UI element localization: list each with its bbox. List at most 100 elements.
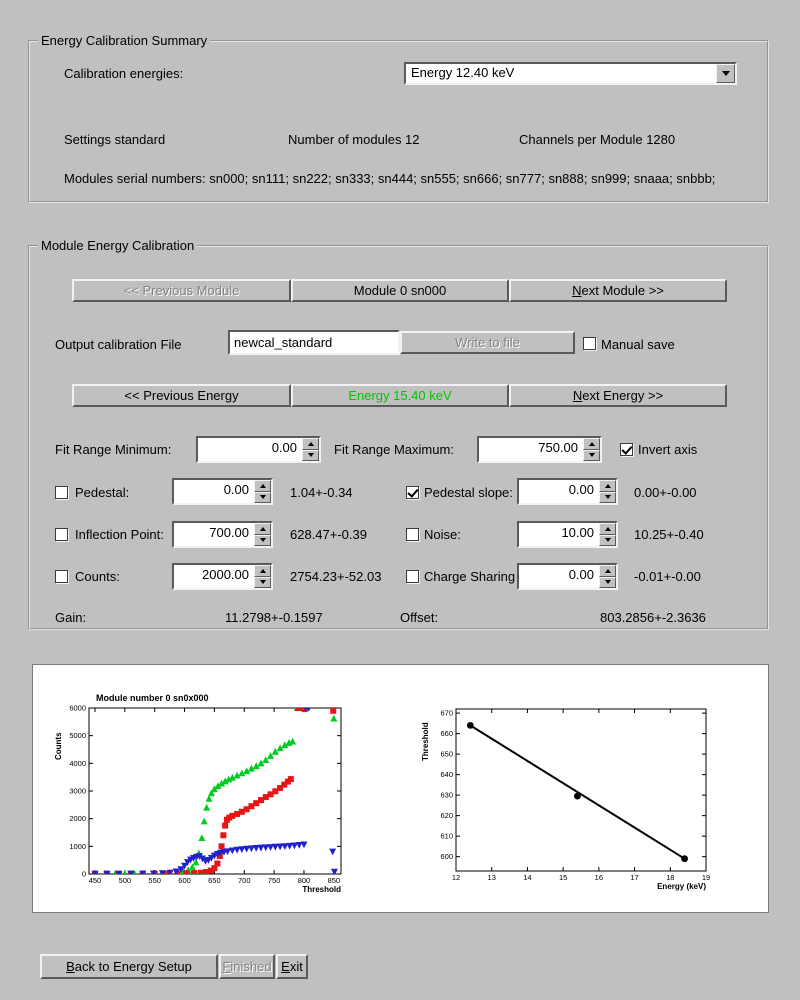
calibration-line-chart: 12 13 14 15 16 17 18 19 600 610 620 630 640 650 660 670… (421, 708, 710, 891)
previous-energy-button[interactable]: << Previous Energy (72, 384, 291, 407)
spin-down-button[interactable] (302, 449, 319, 461)
pedestal-slope-label: Pedestal slope: (424, 485, 513, 500)
svg-text:550: 550 (148, 876, 161, 885)
noise-value[interactable]: 10.00 (561, 525, 594, 540)
triangle-down-icon (307, 453, 314, 458)
svg-text:16: 16 (595, 873, 603, 882)
channels-per-module-label: Channels per Module 1280 (519, 132, 676, 147)
svg-text:800: 800 (298, 876, 311, 885)
spin-down-button[interactable] (583, 449, 600, 461)
spin-up-button[interactable] (254, 523, 271, 535)
manual-save-checkbox[interactable] (583, 337, 596, 350)
fit-range-max-label: Fit Range Maximum: (334, 442, 454, 457)
calibration-energies-label: Calibration energies: (64, 66, 184, 81)
write-to-file-button[interactable]: Write to file (400, 331, 575, 354)
svg-text:640: 640 (440, 770, 453, 779)
invert-axis-checkbox[interactable] (620, 443, 633, 456)
triangle-down-icon (604, 495, 611, 500)
spin-down-button[interactable] (599, 576, 616, 588)
module-energy-calibration-title: Module Energy Calibration (41, 238, 195, 253)
svg-text:500: 500 (119, 876, 132, 885)
svg-text:Threshold: Threshold (421, 722, 430, 761)
pedestal-spinbox[interactable]: 0.00 (172, 478, 273, 505)
pedestal-result: 1.04+-0.34 (290, 485, 353, 500)
triangle-down-icon (588, 453, 595, 458)
output-calibration-file-label: Output calibration File (55, 337, 182, 352)
charge-sharing-spinbox[interactable]: 0.00 (517, 563, 618, 590)
noise-checkbox[interactable] (406, 528, 419, 541)
fit-range-max-value[interactable]: 750.00 (538, 440, 578, 455)
svg-text:650: 650 (208, 876, 221, 885)
inflection-point-checkbox[interactable] (55, 528, 68, 541)
counts-result: 2754.23+-52.03 (290, 569, 382, 584)
svg-text:14: 14 (523, 873, 531, 882)
spin-down-button[interactable] (599, 491, 616, 503)
pedestal-slope-spinbox[interactable]: 0.00 (517, 478, 618, 505)
charge-sharing-value[interactable]: 0.00 (568, 567, 594, 582)
counts-spinbox[interactable]: 2000.00 (172, 563, 273, 590)
spin-down-button[interactable] (254, 491, 271, 503)
calibration-energies-dropdown[interactable]: Energy 12.40 keV (404, 62, 737, 85)
pedestal-slope-result: 0.00+-0.00 (634, 485, 697, 500)
previous-module-button[interactable]: << Previous Module (72, 279, 291, 302)
spin-down-button[interactable] (254, 534, 271, 546)
counts-checkbox[interactable] (55, 570, 68, 583)
energy-calibration-summary-title: Energy Calibration Summary (41, 33, 208, 48)
pedestal-value[interactable]: 0.00 (223, 482, 249, 497)
fit-range-min-label: Fit Range Minimum: (55, 442, 172, 457)
settings-label: Settings standard (64, 132, 166, 147)
fit-range-min-value[interactable]: 0.00 (271, 440, 297, 455)
current-module-button[interactable]: Module 0 sn000 (291, 279, 509, 302)
pedestal-checkbox[interactable] (55, 486, 68, 499)
counts-label: Counts: (75, 569, 120, 584)
inflection-point-spinbox[interactable]: 700.00 (172, 521, 273, 548)
svg-text:1000: 1000 (69, 842, 86, 851)
output-calibration-file-input[interactable] (228, 330, 400, 355)
svg-text:17: 17 (630, 873, 638, 882)
noise-spinbox[interactable]: 10.00 (517, 521, 618, 548)
svg-text:620: 620 (440, 811, 453, 820)
triangle-up-icon (307, 441, 314, 446)
svg-text:610: 610 (440, 832, 453, 841)
svg-text:450: 450 (89, 876, 102, 885)
spin-up-button[interactable] (254, 480, 271, 492)
fit-range-max-spinbox[interactable]: 750.00 (477, 436, 602, 463)
triangle-up-icon (588, 441, 595, 446)
inflection-point-value[interactable]: 700.00 (209, 525, 249, 540)
counts-value[interactable]: 2000.00 (202, 567, 249, 582)
triangle-down-icon (604, 538, 611, 543)
svg-text:19: 19 (702, 873, 710, 882)
offset-label: Offset: (400, 610, 439, 625)
svg-text:0: 0 (82, 870, 86, 879)
svg-text:850: 850 (328, 876, 341, 885)
spin-up-button[interactable] (599, 480, 616, 492)
svg-text:4000: 4000 (69, 759, 86, 768)
scurve-chart: Module number 0 sn0x000 450 500 550 600 650 70… (54, 693, 342, 894)
fit-range-min-spinbox[interactable]: 0.00 (196, 436, 321, 463)
noise-label: Noise: (424, 527, 461, 542)
dropdown-arrow-button[interactable] (716, 64, 735, 83)
pedestal-slope-checkbox[interactable] (406, 486, 419, 499)
svg-text:750: 750 (268, 876, 281, 885)
number-of-modules-label: Number of modules 12 (288, 132, 420, 147)
svg-text:18: 18 (666, 873, 674, 882)
triangle-up-icon (604, 526, 611, 531)
pedestal-slope-value[interactable]: 0.00 (568, 482, 594, 497)
spin-down-button[interactable] (599, 534, 616, 546)
spin-up-button[interactable] (599, 523, 616, 535)
spin-up-button[interactable] (599, 565, 616, 577)
noise-result: 10.25+-0.40 (634, 527, 704, 542)
triangle-down-icon (604, 580, 611, 585)
module-energy-calibration-group: Module Energy Calibration (28, 238, 769, 630)
charge-sharing-checkbox[interactable] (406, 570, 419, 583)
spin-up-button[interactable] (302, 438, 319, 450)
spin-down-button[interactable] (254, 576, 271, 588)
spin-up-button[interactable] (583, 438, 600, 450)
current-energy-button[interactable]: Energy 15.40 keV (291, 384, 509, 407)
spin-up-button[interactable] (254, 565, 271, 577)
